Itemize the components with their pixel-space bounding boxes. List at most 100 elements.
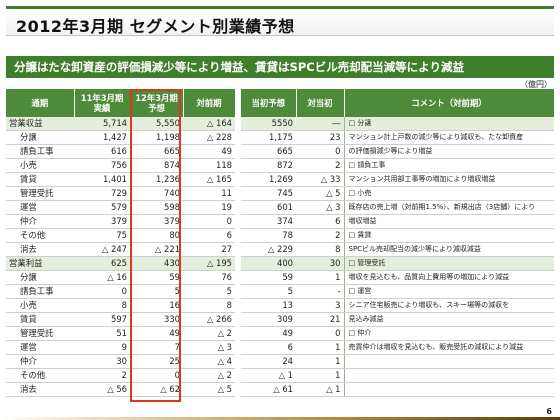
comment-cell: □ 請負工事 — [343, 158, 554, 173]
segment-label: 営業収益 — [6, 117, 74, 131]
comment-cell: 既存店の売上増（対前期1.5%）、新規出店（3店舗）により — [343, 200, 554, 215]
initial-cell: 665 — [241, 144, 296, 159]
initial-cell: 400 — [241, 256, 296, 271]
segment-label: 消去 — [6, 242, 74, 257]
header-vs-initial: 対当初 — [296, 89, 345, 117]
forecast-cell: 59 — [130, 270, 183, 285]
initial-cell: 1,269 — [241, 172, 296, 187]
actual-cell: 625 — [74, 256, 130, 271]
table-row: 小売 8 16 8 13 3 シニア住宅販売により増収も、スキー場等の減収を — [6, 298, 554, 313]
initial-cell: 5 — [241, 284, 296, 299]
vs-initial-cell: △ 5 — [296, 186, 344, 201]
page-number: 6 — [546, 407, 552, 416]
initial-cell: 49 — [241, 326, 296, 341]
yoy-cell: △ 164 — [183, 117, 235, 131]
vs-initial-cell: 8 — [296, 242, 344, 257]
comment-cell — [343, 368, 554, 383]
forecast-cell: 80 — [130, 228, 183, 243]
table-group-row: 営業利益 625 430 △ 195 400 30 □ 管理受託 — [6, 256, 554, 271]
forecast-cell: 16 — [130, 298, 183, 313]
segment-label: 賃貸 — [6, 172, 74, 187]
vs-initial-cell: 1 — [296, 368, 344, 383]
initial-cell: △ 61 — [241, 382, 296, 397]
table-header-row: 通期 11年3月期 実績 12年3月期 予想 対前期 当初予想 対当初 コメント… — [6, 89, 555, 117]
forecast-cell: 5 — [130, 284, 183, 299]
comment-cell: 売買仲介は増収を見込むも、販売受託の減収により減益 — [343, 340, 554, 355]
actual-cell: 51 — [74, 326, 130, 341]
table-row: 管理受託 729 740 11 745 △ 5 □ 小売 — [6, 186, 554, 201]
comment-cell — [343, 382, 554, 397]
table-row: 分譲 1,427 1,198 △ 228 1,175 23 マンション計上戸数の減少等により… — [6, 130, 554, 145]
actual-cell: 9 — [74, 340, 130, 355]
vs-initial-cell: 0 — [296, 144, 344, 159]
yoy-cell: 118 — [183, 158, 235, 173]
gap-cell — [235, 256, 241, 271]
yoy-cell: △ 5 — [183, 382, 235, 397]
initial-cell: △ 229 — [241, 242, 296, 257]
segment-label: 請負工事 — [6, 284, 74, 299]
yoy-cell: △ 165 — [183, 172, 235, 187]
gap-cell — [235, 144, 241, 159]
actual-cell: △ 247 — [74, 242, 130, 257]
table-row: 請負工事 0 5 5 5- □ 運営 — [6, 284, 554, 299]
gap-cell — [235, 200, 241, 215]
comment-cell: マンション共用部工事等の増加により増収増益 — [343, 172, 554, 187]
segment-label: 運営 — [6, 200, 74, 215]
gap-cell — [235, 382, 241, 397]
vs-initial-cell: 1 — [296, 270, 344, 285]
comment-cell: 増収を見込むも、品質向上費用等の増加により減益 — [343, 270, 554, 285]
forecast-cell: △ 62 — [130, 382, 183, 397]
actual-cell: 30 — [74, 354, 130, 369]
yoy-cell: 76 — [183, 270, 235, 285]
gap-cell — [235, 284, 241, 299]
yoy-cell: 11 — [183, 186, 235, 201]
initial-cell: 309 — [241, 312, 296, 327]
segment-label: 管理受託 — [6, 186, 74, 201]
page-title: 2012年3月期 セグメント別業績予想 — [16, 17, 295, 36]
segment-label: その他 — [6, 228, 74, 243]
gap-cell — [235, 326, 241, 341]
comment-cell: □ 賃貸 — [343, 228, 554, 243]
forecast-cell: 1,198 — [130, 130, 183, 145]
vs-initial-cell: ― — [296, 117, 344, 131]
comment-cell: 見込み減益 — [343, 312, 554, 327]
yoy-cell: 0 — [183, 214, 235, 229]
table-row: 消去 △ 247 △ 221 27 △ 229 8 SPCビル売却配当の減少等により減収減益 — [6, 242, 554, 257]
segment-label: 小売 — [6, 158, 74, 173]
forecast-cell: 740 — [130, 186, 183, 201]
yoy-cell: 27 — [183, 242, 235, 257]
segment-label: 賃貸 — [6, 312, 74, 327]
initial-cell: 5550 — [241, 117, 296, 131]
comment-cell: マンション計上戸数の減少等により減収も、たな卸資産 — [343, 130, 554, 145]
gap-cell — [235, 158, 241, 173]
header-initial: 当初予想 — [241, 89, 297, 117]
yoy-cell: △ 195 — [183, 256, 235, 271]
comment-cell: □ 運営 — [343, 284, 554, 299]
header-forecast: 12年3月期 予想 — [130, 89, 184, 117]
table-row: 管理受託 51 49 △ 2 49 0 □ 仲介 — [6, 326, 554, 341]
initial-cell: 59 — [241, 270, 296, 285]
vs-initial-cell: 0 — [296, 326, 344, 341]
actual-cell: 2 — [74, 368, 130, 383]
header-actual-line1: 11年3月期 — [80, 93, 124, 103]
forecast-cell: 330 — [130, 312, 183, 327]
forecast-cell: 874 — [130, 158, 183, 173]
gap-cell — [235, 130, 241, 145]
header-forecast-line2: 予想 — [148, 103, 165, 113]
table-row: 仲介 30 25 △ 4 24 1 — [6, 354, 554, 369]
comment-cell: SPCビル売却配当の減少等により減収減益 — [343, 242, 554, 257]
yoy-cell: 6 — [183, 228, 235, 243]
gap-cell — [235, 242, 241, 257]
forecast-cell: 7 — [130, 340, 183, 355]
table-row: 消去 △ 56 △ 62 △ 5 △ 61 △ 1 — [6, 382, 554, 397]
actual-cell: 756 — [74, 158, 130, 173]
segment-label: 運営 — [6, 340, 74, 355]
forecast-cell: 379 — [130, 214, 183, 229]
vs-initial-cell: 6 — [296, 214, 344, 229]
header-forecast-line1: 12年3月期 — [135, 93, 178, 103]
segment-label: 消去 — [6, 382, 74, 397]
initial-cell: 6 — [241, 340, 296, 355]
actual-cell: 379 — [74, 214, 130, 229]
actual-cell: 579 — [74, 200, 130, 215]
forecast-cell: 1,236 — [130, 172, 183, 187]
